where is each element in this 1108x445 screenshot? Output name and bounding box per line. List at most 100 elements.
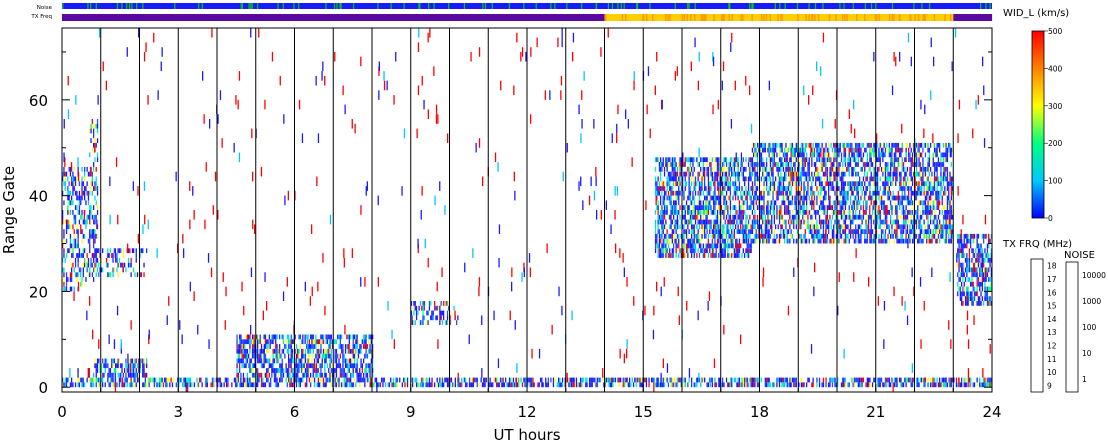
data-point <box>871 205 874 210</box>
data-point <box>768 171 770 177</box>
txfreq-strip-tick <box>876 14 878 21</box>
data-point <box>865 186 867 191</box>
data-point <box>785 210 787 215</box>
data-point <box>849 190 852 196</box>
data-point <box>663 248 666 254</box>
data-point <box>962 253 964 258</box>
data-point <box>882 166 884 172</box>
data-point <box>773 142 775 148</box>
data-point <box>778 382 781 388</box>
data-point <box>756 166 759 172</box>
data-point <box>84 176 86 182</box>
data-point <box>786 166 788 172</box>
data-point <box>913 224 915 230</box>
data-point <box>859 200 861 206</box>
data-point <box>803 210 805 215</box>
data-point <box>887 224 889 230</box>
data-point <box>689 166 692 172</box>
data-point <box>784 382 786 388</box>
data-point <box>698 243 701 249</box>
data-point <box>754 162 756 167</box>
data-point <box>86 262 88 268</box>
data-point <box>81 277 83 282</box>
data-point <box>883 142 885 148</box>
data-point <box>870 200 872 206</box>
data-point <box>952 377 954 383</box>
data-point <box>799 147 801 153</box>
data-point <box>189 377 192 383</box>
data-point <box>888 229 890 234</box>
data-point <box>596 377 598 383</box>
data-point <box>840 176 843 182</box>
data-point <box>853 147 856 153</box>
data-point <box>873 219 875 225</box>
data-point <box>848 171 850 177</box>
data-point <box>896 205 898 210</box>
data-point <box>785 190 787 196</box>
noise-strip-tick <box>749 3 751 9</box>
data-point <box>902 195 905 201</box>
noise-strip-tick <box>752 3 754 9</box>
data-point <box>855 181 857 187</box>
data-point <box>933 147 936 153</box>
data-point <box>237 344 239 349</box>
data-point <box>410 301 413 306</box>
data-point <box>904 157 906 163</box>
data-point <box>93 205 95 210</box>
data-point <box>689 200 692 206</box>
data-point <box>126 377 128 383</box>
data-point <box>84 219 86 225</box>
data-point <box>886 219 888 225</box>
data-point <box>140 272 143 278</box>
data-point <box>363 377 365 383</box>
data-point <box>236 368 238 373</box>
data-point <box>738 176 741 182</box>
data-point <box>837 147 839 153</box>
data-point <box>741 382 743 388</box>
data-point <box>940 152 942 158</box>
data-point <box>839 205 841 210</box>
data-point <box>750 377 752 383</box>
data-point <box>678 243 680 249</box>
data-point <box>763 186 765 191</box>
data-point <box>747 248 750 254</box>
data-point <box>692 214 694 220</box>
data-point <box>744 181 746 187</box>
data-point <box>716 171 719 177</box>
data-point <box>768 147 770 153</box>
data-point <box>830 166 832 172</box>
data-point <box>716 176 719 182</box>
data-point <box>878 190 880 196</box>
data-point <box>834 157 836 163</box>
data-point <box>280 377 282 383</box>
data-point <box>914 176 916 182</box>
data-point <box>737 157 739 163</box>
data-point <box>803 233 805 239</box>
data-point <box>90 257 92 263</box>
data-point <box>541 377 543 383</box>
data-point <box>800 142 803 148</box>
data-point <box>665 210 667 215</box>
data-point <box>201 382 203 388</box>
txfreq-strip-label: TX Freq <box>30 14 52 20</box>
data-point <box>826 147 828 153</box>
data-point <box>886 377 888 383</box>
data-point <box>64 186 66 191</box>
data-point <box>930 210 932 215</box>
data-point <box>786 157 788 163</box>
data-point <box>728 229 730 234</box>
data-point <box>811 233 813 239</box>
data-point <box>723 162 725 167</box>
data-point <box>908 147 910 153</box>
data-point <box>808 229 810 234</box>
data-point <box>689 210 692 215</box>
data-point <box>82 233 84 239</box>
data-point <box>235 382 237 388</box>
data-point <box>809 224 812 230</box>
data-point <box>711 171 713 177</box>
data-point <box>923 382 925 388</box>
data-point <box>821 186 823 191</box>
data-point <box>790 171 792 177</box>
data-point <box>744 190 746 196</box>
data-point <box>122 253 124 258</box>
